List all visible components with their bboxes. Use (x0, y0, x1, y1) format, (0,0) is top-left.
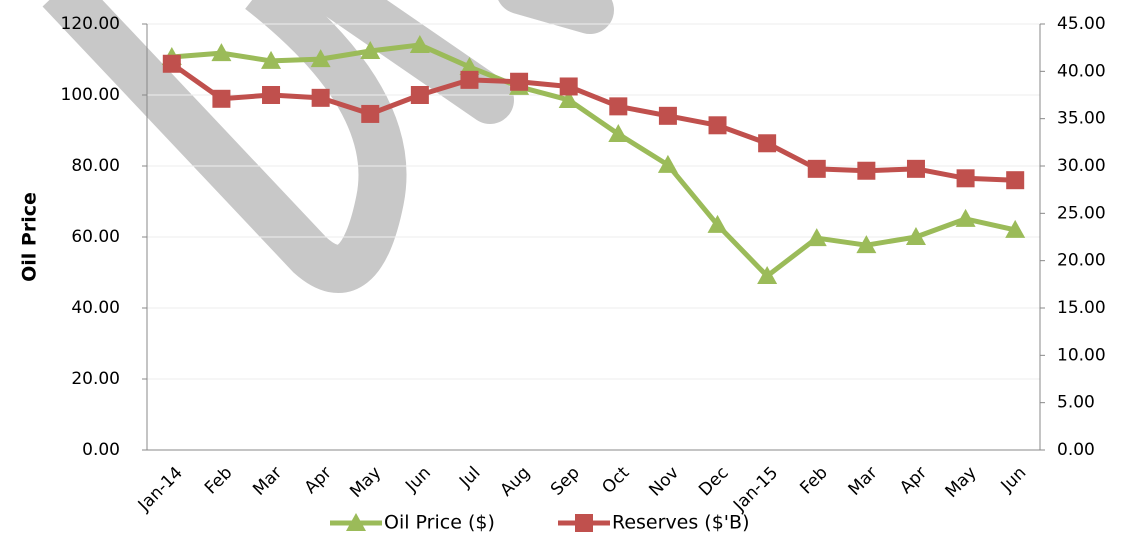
x-tick-label: Dec (695, 463, 732, 500)
marker (559, 77, 578, 96)
y-tick-label: 80.00 (71, 156, 120, 176)
y-tick-label: 40.00 (71, 298, 120, 318)
y2-tick-label: 45.00 (1057, 14, 1106, 34)
series-line (171, 42, 1016, 279)
marker (460, 70, 479, 89)
marker (857, 161, 876, 180)
marker (707, 214, 728, 233)
y2-tick-label: 15.00 (1057, 298, 1106, 318)
y2-tick-label: 40.00 (1057, 61, 1106, 81)
x-tick-label: Oct (598, 463, 633, 498)
marker (1005, 219, 1026, 238)
y2-tick-label: 0.00 (1057, 440, 1095, 460)
y2-tick-label: 35.00 (1057, 109, 1106, 129)
marker (856, 235, 877, 254)
x-tick-label: Jul (455, 463, 484, 492)
x-tick-label: Jan-15 (729, 463, 782, 516)
legend-marker (346, 513, 366, 531)
x-tick-label: Sep (547, 463, 584, 500)
marker (360, 40, 381, 59)
marker (658, 106, 677, 125)
x-tick-label: Feb (796, 463, 831, 498)
x-tick-label: Nov (645, 463, 683, 501)
marker (409, 34, 430, 53)
y-tick-label: 60.00 (71, 227, 120, 247)
marker (708, 116, 727, 135)
marker (261, 50, 282, 69)
x-tick-label: Jun (997, 463, 1031, 497)
y-tick-label: 0.00 (82, 440, 120, 460)
x-tick-label: Mar (249, 463, 286, 500)
marker (310, 49, 331, 68)
y2-tick-label: 25.00 (1057, 203, 1106, 223)
x-tick-label: May (346, 463, 385, 502)
marker (657, 154, 678, 173)
marker (1006, 171, 1025, 190)
y-tick-label: 120.00 (61, 14, 120, 34)
marker (361, 104, 380, 123)
marker (459, 56, 480, 75)
marker (757, 266, 778, 285)
marker (609, 97, 628, 116)
marker (510, 72, 529, 91)
x-tick-label: Apr (896, 463, 931, 498)
x-tick-label: Jan-14 (134, 463, 187, 516)
x-tick-label: Jun (401, 463, 435, 497)
y-axis-title: Oil Price (19, 192, 41, 282)
y2-tick-label: 5.00 (1057, 393, 1095, 413)
legend-label: Oil Price ($) (384, 512, 495, 534)
marker (608, 124, 629, 143)
y2-tick-label: 10.00 (1057, 345, 1106, 365)
x-tick-label: Feb (201, 463, 236, 498)
series-line (170, 61, 1016, 183)
y-tick-label: 20.00 (71, 369, 120, 389)
marker (262, 86, 281, 104)
marker (211, 43, 232, 62)
marker (212, 89, 231, 108)
marker (955, 208, 976, 227)
legend-marker (575, 514, 593, 532)
marker (807, 159, 826, 178)
marker (905, 227, 926, 245)
x-tick-label: May (942, 463, 981, 502)
y2-tick-label: 20.00 (1057, 251, 1106, 271)
marker (311, 88, 330, 107)
legend-label: Reserves ($'B) (612, 512, 749, 534)
marker (906, 159, 925, 178)
x-tick-label: Mar (845, 463, 882, 500)
x-tick-label: Apr (301, 463, 336, 498)
marker (956, 169, 975, 188)
y2-tick-label: 30.00 (1057, 156, 1106, 176)
y-tick-label: 100.00 (61, 85, 120, 105)
marker (162, 54, 181, 73)
marker (558, 89, 579, 108)
watermark (42, 0, 407, 293)
marker (758, 134, 777, 153)
marker (410, 86, 429, 104)
x-tick-label: Aug (497, 463, 535, 501)
marker (806, 228, 827, 247)
